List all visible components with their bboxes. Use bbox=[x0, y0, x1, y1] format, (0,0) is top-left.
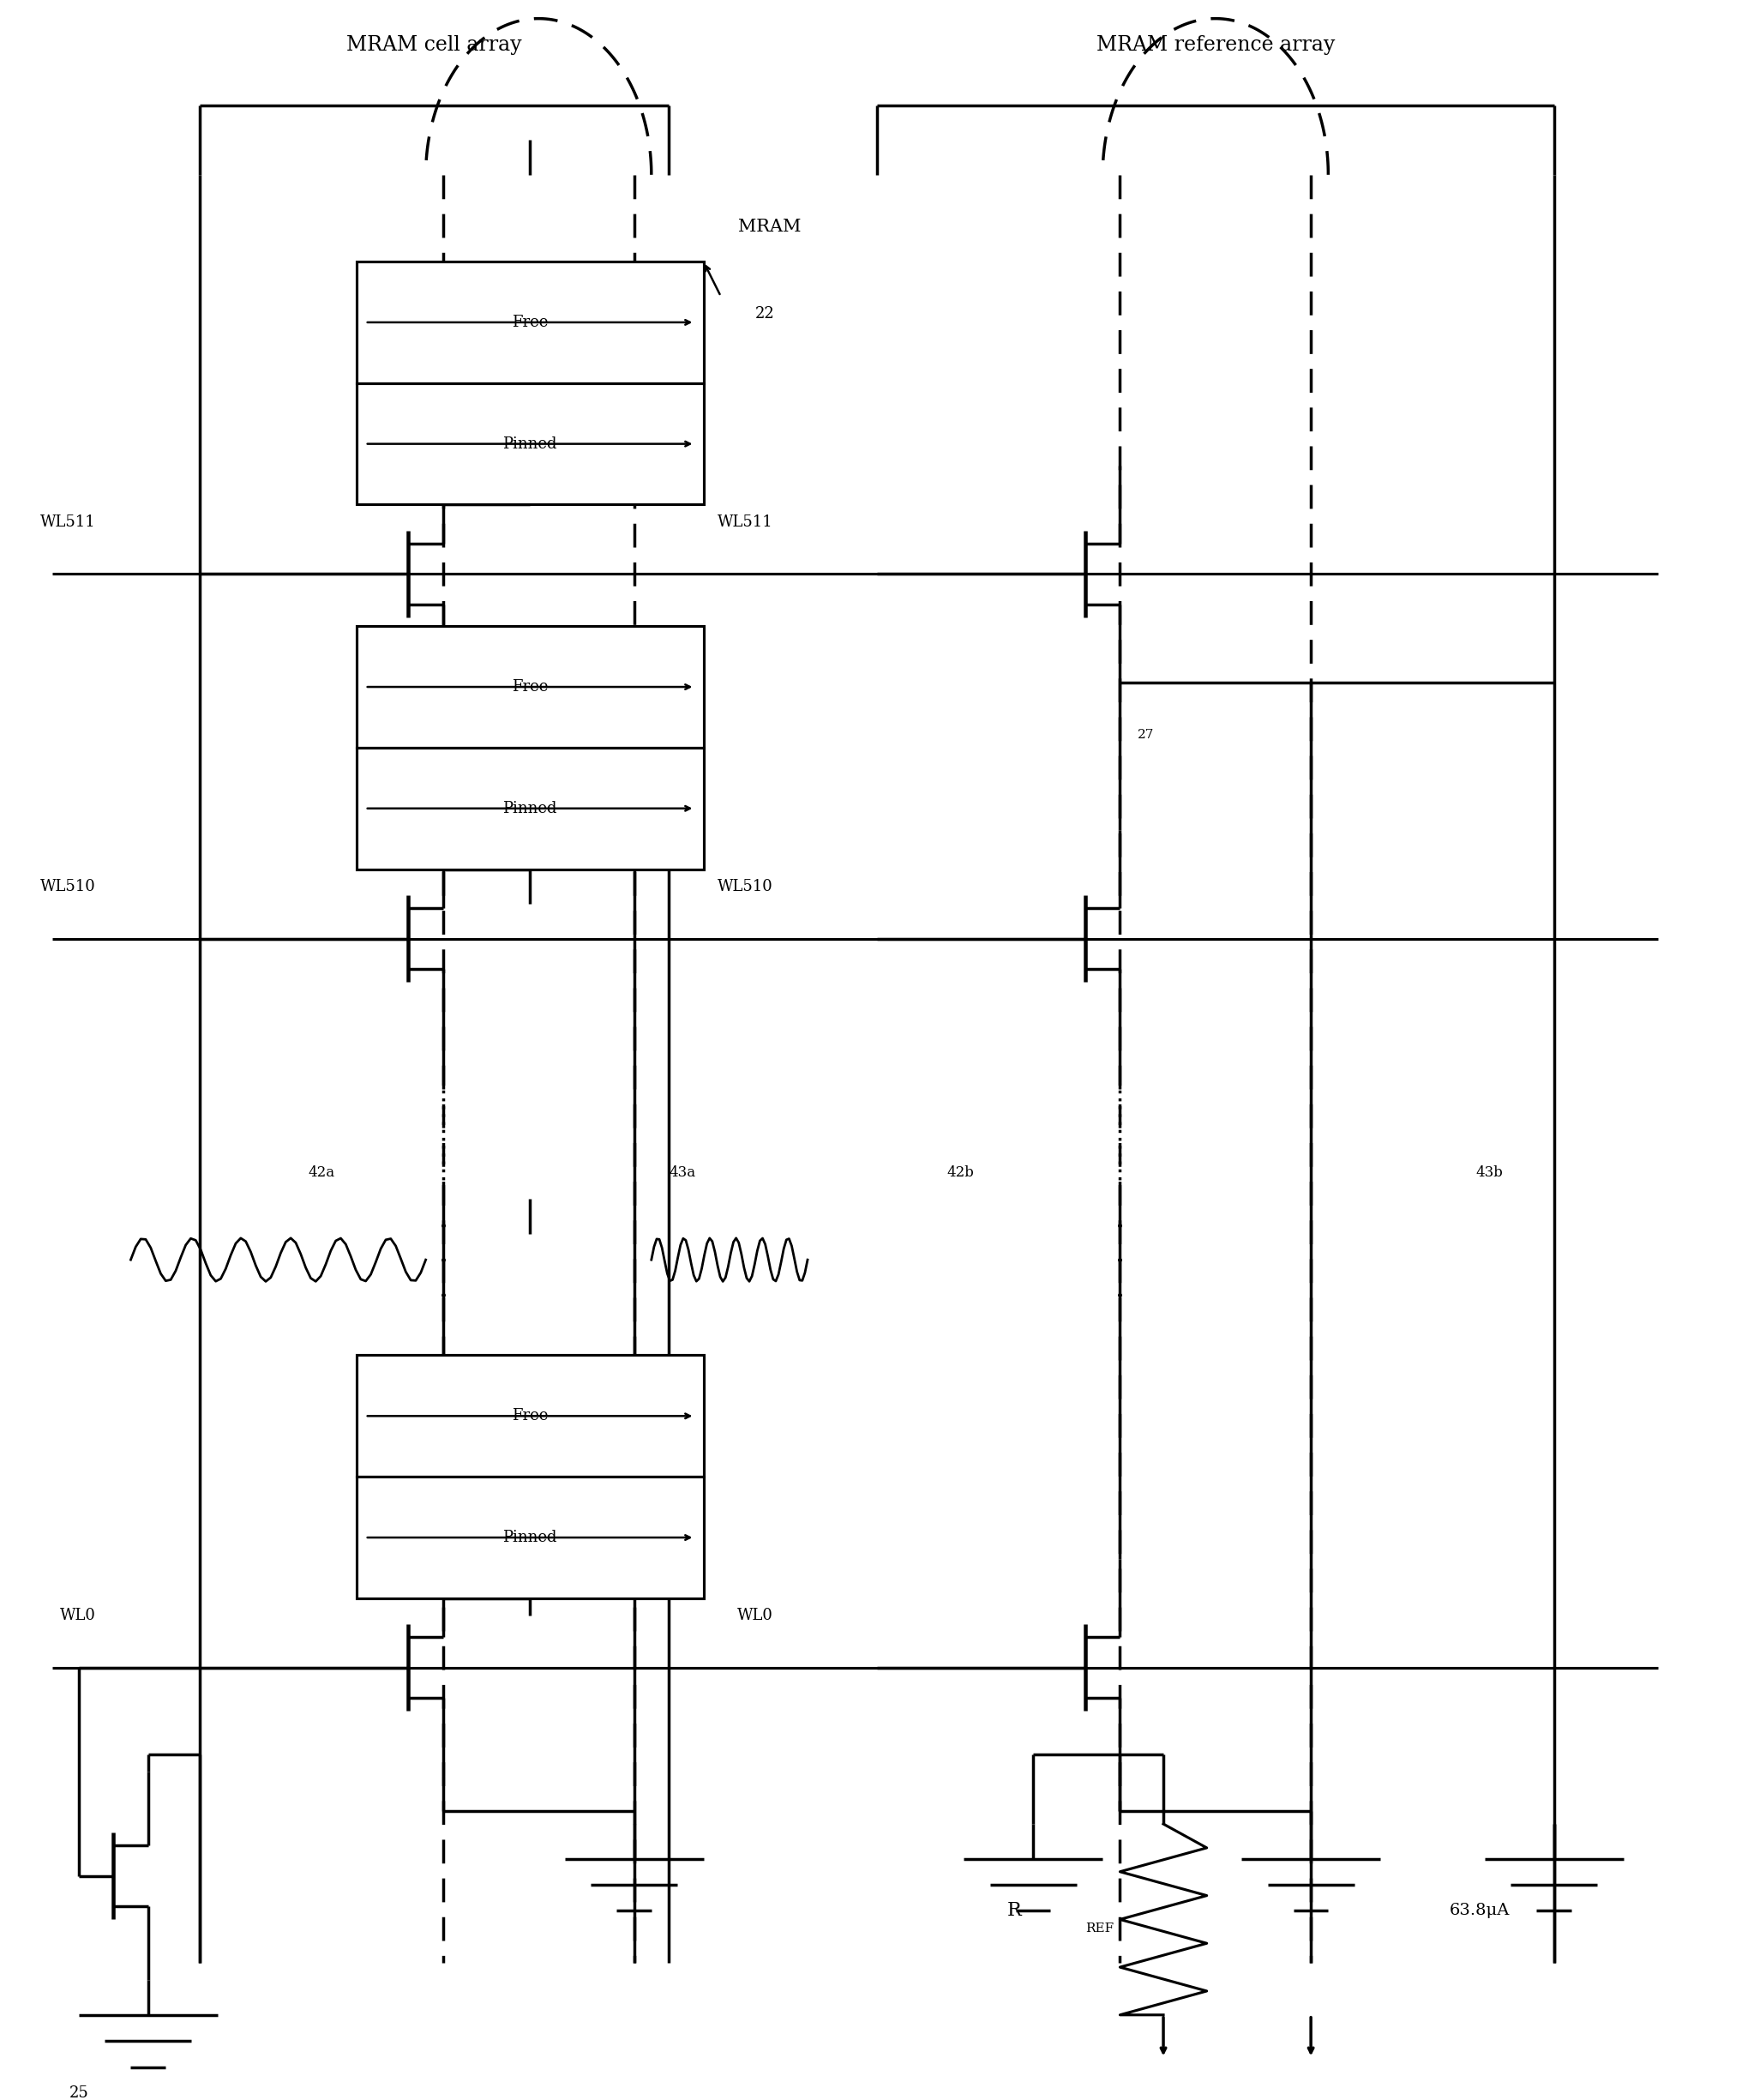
Text: 43a: 43a bbox=[668, 1166, 695, 1180]
Text: 25: 25 bbox=[68, 2085, 88, 2100]
Text: REF: REF bbox=[1086, 1922, 1114, 1934]
Bar bbox=[356, 626, 703, 748]
Text: Pinned: Pinned bbox=[503, 1529, 558, 1546]
Text: WL0: WL0 bbox=[737, 1609, 774, 1623]
Text: 22: 22 bbox=[756, 307, 775, 321]
Text: Free: Free bbox=[512, 315, 547, 330]
Bar bbox=[356, 382, 703, 504]
Text: 27: 27 bbox=[461, 729, 477, 741]
Text: WL510: WL510 bbox=[717, 878, 774, 895]
Bar bbox=[356, 1476, 703, 1598]
Text: 42a: 42a bbox=[309, 1166, 335, 1180]
Text: Free: Free bbox=[512, 678, 547, 695]
Text: Free: Free bbox=[512, 1409, 547, 1424]
Text: Pinned: Pinned bbox=[503, 437, 558, 452]
Text: WL511: WL511 bbox=[717, 514, 774, 529]
Text: MRAM cell array: MRAM cell array bbox=[347, 36, 523, 55]
Text: MRAM reference array: MRAM reference array bbox=[1096, 36, 1335, 55]
Bar bbox=[356, 748, 703, 869]
Text: 63.8μA: 63.8μA bbox=[1451, 1903, 1510, 1919]
Text: Pinned: Pinned bbox=[503, 800, 558, 817]
Bar bbox=[356, 1354, 703, 1476]
Bar bbox=[356, 262, 703, 382]
Text: 43b: 43b bbox=[1475, 1166, 1503, 1180]
Text: WL510: WL510 bbox=[40, 878, 96, 895]
Text: WL511: WL511 bbox=[40, 514, 96, 529]
Text: R: R bbox=[1007, 1901, 1021, 1919]
Text: 42b: 42b bbox=[947, 1166, 973, 1180]
Text: WL0: WL0 bbox=[60, 1609, 96, 1623]
Text: 27: 27 bbox=[1137, 729, 1154, 741]
Text: MRAM: MRAM bbox=[738, 218, 802, 235]
